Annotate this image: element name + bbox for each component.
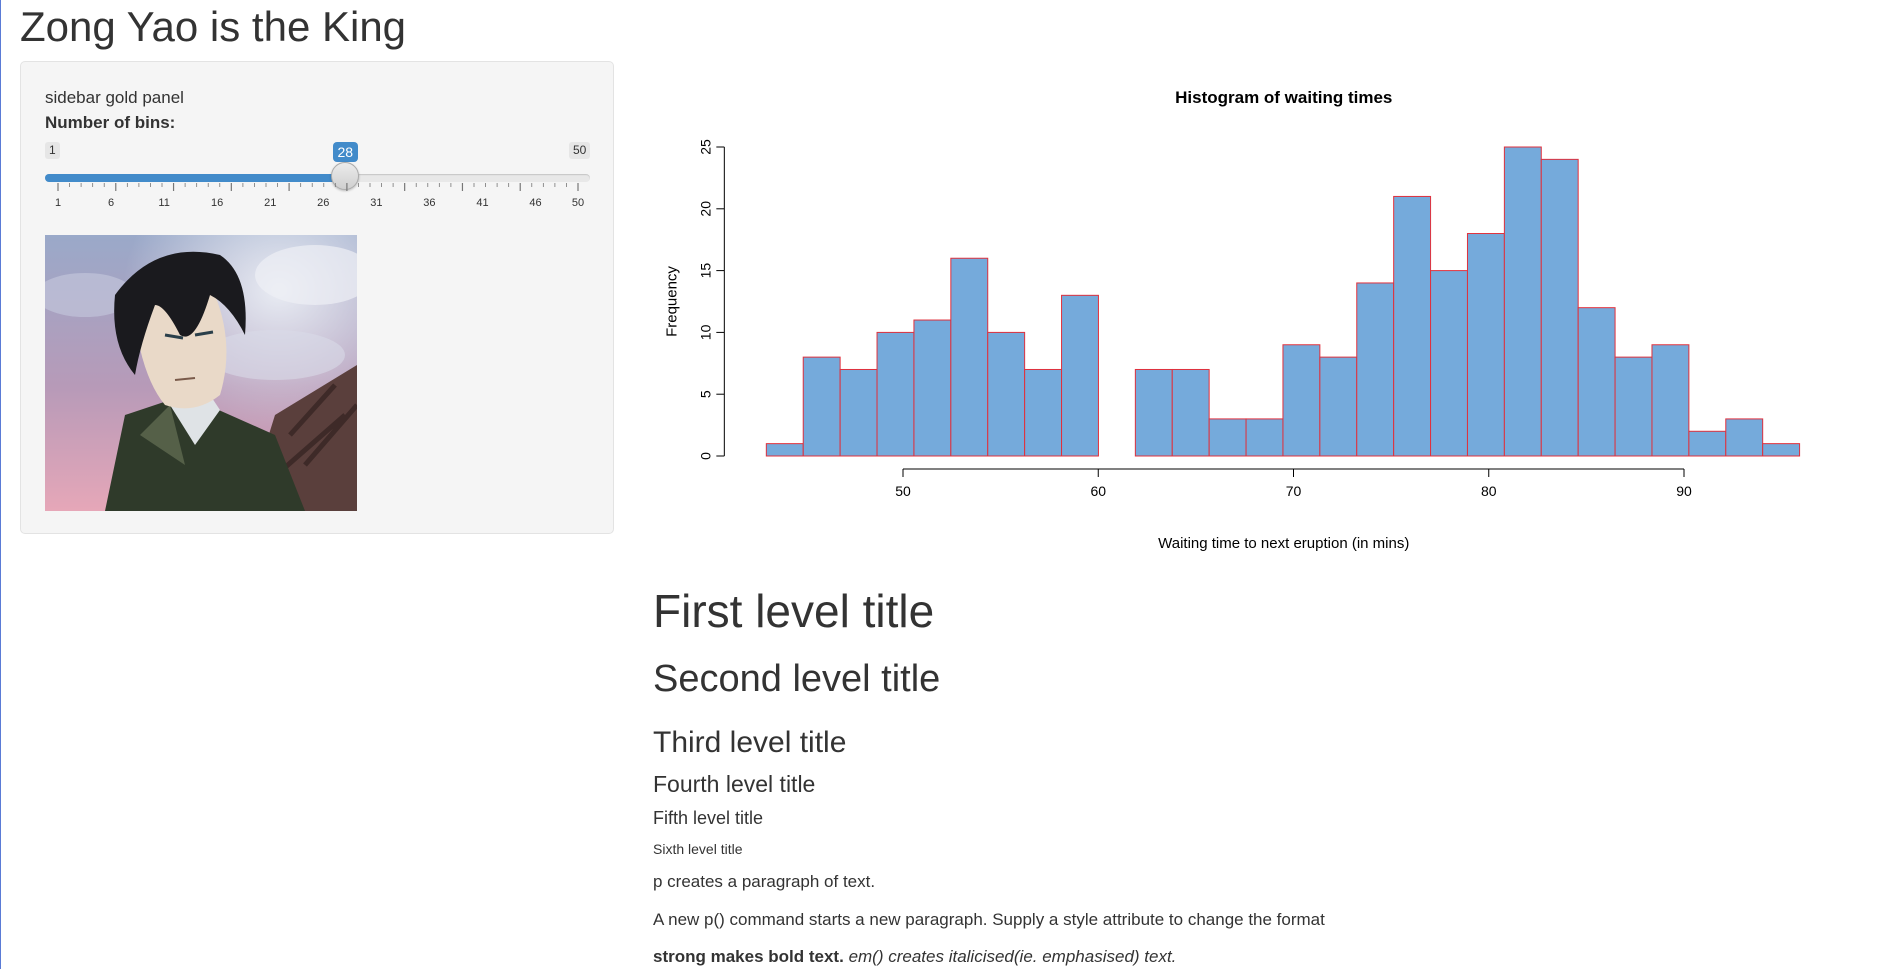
sidebar-text: sidebar gold panel xyxy=(45,88,184,107)
slider-tick-label: 36 xyxy=(423,197,435,209)
histogram-bar xyxy=(1393,195,1432,457)
bold-text: strong makes bold text. xyxy=(653,947,844,966)
fifth-level-title: Fifth level title xyxy=(653,808,764,828)
italic-text: em() creates italicised(ie. emphasised) … xyxy=(848,947,1177,966)
paragraph-1: p creates a paragraph of text. xyxy=(653,872,876,891)
anime-character-portrait-icon xyxy=(45,235,357,511)
histogram-bar xyxy=(1134,368,1173,457)
histogram-bar xyxy=(987,331,1026,457)
histogram-bar xyxy=(839,368,878,457)
histogram-bar xyxy=(1725,418,1764,457)
histogram-bar xyxy=(1466,233,1505,457)
histogram-bar xyxy=(1614,356,1653,457)
bins-slider-fill xyxy=(45,174,345,182)
slider-tick-label: 50 xyxy=(572,197,584,209)
paragraph-2: A new p() command starts a new paragraph… xyxy=(653,910,1325,929)
first-level-title: First level title xyxy=(653,585,935,637)
bins-slider-label: Number of bins: xyxy=(45,113,176,132)
histogram-bar xyxy=(1430,270,1468,457)
histogram-axes: 50 60 70 80 90 0 5 10 15 20 25 xyxy=(697,139,1692,499)
histogram-bar xyxy=(1024,368,1063,457)
chart-x-axis-label: Waiting time to next eruption (in mins) xyxy=(1158,535,1409,552)
x-axis-tick-label: 60 xyxy=(1090,483,1106,499)
fourth-level-title: Fourth level title xyxy=(653,771,816,797)
paragraph-3: strong makes bold text. em() creates ita… xyxy=(653,946,1176,968)
app-title: Zong Yao is the King xyxy=(20,3,407,50)
histogram-bar xyxy=(913,319,952,457)
slider-tick-label: 31 xyxy=(370,197,382,209)
x-axis-tick-label: 90 xyxy=(1676,483,1692,499)
histogram-bar xyxy=(950,257,989,457)
slider-tick-label: 41 xyxy=(476,197,488,209)
x-axis-tick-label: 80 xyxy=(1481,483,1497,499)
slider-tick-label: 6 xyxy=(108,197,114,209)
x-axis-tick-label: 70 xyxy=(1286,483,1302,499)
slider-ticks: 1 6 11 16 21 26 31 36 41 46 50 xyxy=(55,183,584,209)
portrait-image xyxy=(45,235,357,511)
histogram-bar xyxy=(1651,344,1690,457)
slider-tick-label: 11 xyxy=(158,197,169,209)
y-axis-tick-label: 15 xyxy=(697,263,713,279)
slider-tick-label: 26 xyxy=(317,197,329,209)
sixth-level-title: Sixth level title xyxy=(653,841,743,857)
histogram-bar xyxy=(1245,418,1284,457)
histogram-bar xyxy=(1540,158,1579,457)
histogram-bars xyxy=(765,146,1801,457)
histogram-bar xyxy=(765,443,804,457)
third-level-title: Third level title xyxy=(653,726,847,759)
histogram-bar xyxy=(876,331,915,457)
chart-y-axis-label: Frequency xyxy=(663,266,680,337)
slider-tick-label: 21 xyxy=(264,197,276,209)
bins-slider-track[interactable] xyxy=(45,174,590,182)
histogram-bar xyxy=(1208,418,1247,457)
chart-title: Histogram of waiting times xyxy=(1175,88,1392,107)
histogram-bar xyxy=(1171,368,1210,457)
histogram-bar xyxy=(1688,430,1727,457)
histogram-bar xyxy=(802,356,841,457)
second-level-title: Second level title xyxy=(653,658,941,700)
y-axis-tick-label: 5 xyxy=(697,390,713,398)
histogram-chart: Histogram of waiting times Waiting time … xyxy=(663,88,1801,552)
y-axis-tick-label: 20 xyxy=(697,201,713,217)
slider-min-label: 1 xyxy=(45,142,60,159)
histogram-bar xyxy=(1356,282,1395,457)
y-axis-tick-label: 10 xyxy=(697,324,713,340)
histogram-bar xyxy=(1762,443,1801,457)
histogram-bar xyxy=(1319,356,1358,457)
x-axis-tick-label: 50 xyxy=(895,483,911,499)
slider-max-label: 50 xyxy=(569,142,591,159)
y-axis-tick-label: 0 xyxy=(697,452,713,460)
histogram-bar xyxy=(1061,294,1099,457)
histogram-bar xyxy=(1503,146,1542,457)
slider-tick-label: 16 xyxy=(211,197,223,209)
slider-tick-label: 1 xyxy=(55,197,61,209)
histogram-bar xyxy=(1282,344,1321,457)
histogram-bar xyxy=(1577,307,1616,457)
y-axis-tick-label: 25 xyxy=(697,139,713,155)
slider-value-badge: 28 xyxy=(332,142,359,162)
slider-tick-label: 46 xyxy=(529,197,541,209)
